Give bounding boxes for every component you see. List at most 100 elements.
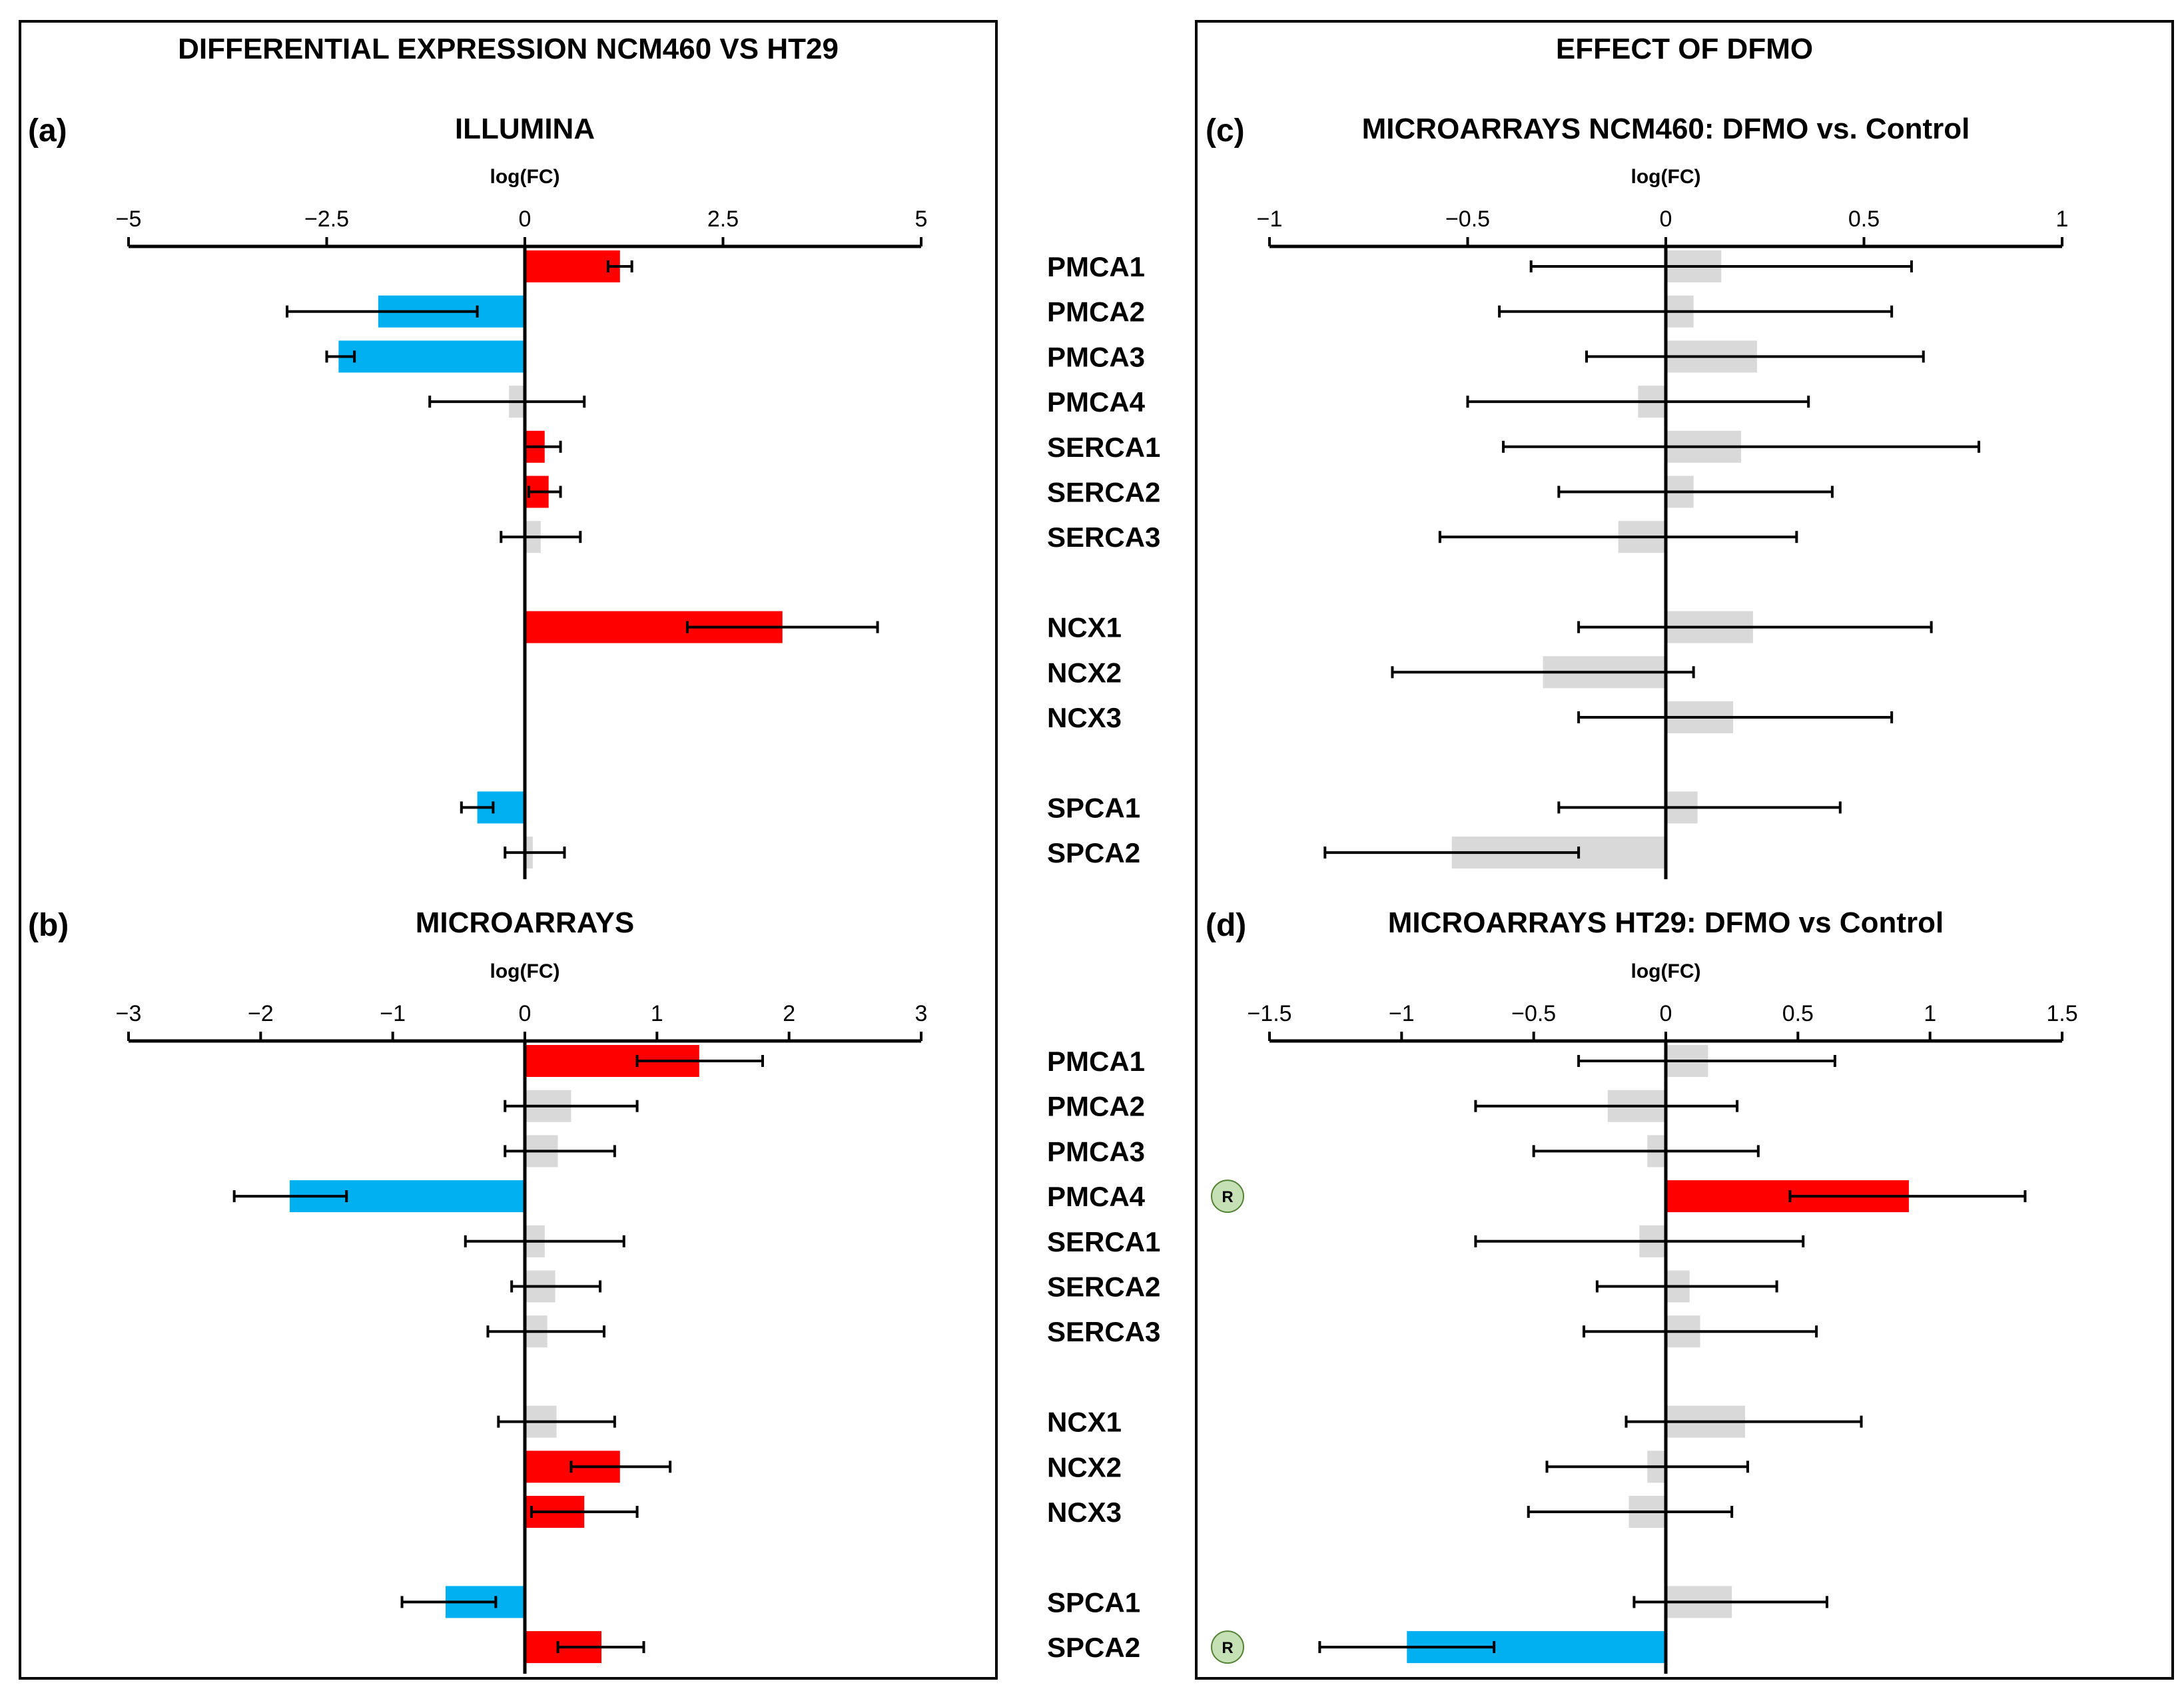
error-bar-pmca1 [1529, 260, 1913, 272]
right-group-title: EFFECT OF DFMO [1556, 33, 1813, 65]
error-bar-pmca2 [1474, 1100, 1739, 1112]
x-tick-label: 0 [519, 206, 532, 232]
category-label: SPCA2 [1047, 837, 1140, 868]
error-bar-ncx2 [1391, 666, 1695, 679]
error-bar-pmca3 [325, 350, 356, 363]
error-bar-spca2 [1323, 846, 1581, 859]
error-bar-serca2 [1557, 486, 1834, 498]
x-tick-label: −1 [1389, 1001, 1415, 1026]
category-label: SPCA1 [1047, 792, 1140, 823]
category-label: NCX1 [1047, 1407, 1122, 1438]
error-bar-serca2 [510, 1280, 602, 1293]
r-badge-label: R [1222, 1188, 1233, 1206]
category-label: PMCA3 [1047, 341, 1145, 372]
r-badge-label: R [1222, 1639, 1233, 1657]
category-label: PMCA1 [1047, 251, 1145, 282]
category-label: SPCA1 [1047, 1586, 1140, 1618]
category-label: SERCA3 [1047, 1316, 1160, 1347]
panel-letter: (d) [1206, 908, 1246, 943]
category-label: PMCA4 [1047, 386, 1146, 418]
panel-letter: (c) [1206, 113, 1245, 149]
error-bar-spca2 [504, 846, 566, 859]
error-bar-serca2 [527, 486, 562, 498]
error-bar-ncx3 [530, 1506, 639, 1518]
error-bar-serca3 [486, 1325, 605, 1338]
chart-3: (d) MICROARRAYS HT29: DFMO vs Control log(… [1047, 906, 2078, 1674]
error-bar-pmca4 [428, 396, 586, 408]
bar-pmca1 [525, 250, 620, 282]
x-tick-label: −3 [116, 1001, 142, 1026]
x-tick-label: 0 [1660, 1001, 1672, 1026]
error-bar-pmca4 [232, 1190, 348, 1203]
r-badge: R [1211, 1180, 1244, 1213]
category-label: SERCA3 [1047, 521, 1160, 553]
error-bar-ncx1 [685, 621, 879, 633]
x-tick-label: −1 [380, 1001, 406, 1026]
error-bar-ncx2 [569, 1461, 672, 1473]
error-bar-serca1 [1502, 440, 1981, 453]
category-label: SERCA2 [1047, 1271, 1160, 1303]
panel-title: MICROARRAYS [416, 906, 634, 939]
x-axis-label: log(FC) [1631, 960, 1701, 982]
error-bar-pmca4 [1788, 1190, 2027, 1203]
x-tick-label: −5 [116, 206, 142, 232]
x-tick-label: 5 [915, 206, 928, 232]
chart-panels: (a) ILLUMINA log(FC) −5 −2.5 0 2.5 5 (b) MICROARR… [28, 113, 2078, 1674]
x-tick-label: 3 [915, 1001, 928, 1026]
x-tick-label: 2 [783, 1001, 795, 1026]
error-bar-ncx1 [1577, 621, 1933, 633]
category-label: NCX1 [1047, 612, 1122, 643]
error-bar-pmca3 [1585, 350, 1925, 363]
category-label: PMCA2 [1047, 296, 1145, 328]
error-bar-pmca1 [1577, 1055, 1836, 1067]
panel-title: ILLUMINA [455, 113, 595, 145]
error-bar-ncx1 [1625, 1415, 1863, 1428]
error-bar-spca1 [460, 801, 495, 814]
right-frame [1195, 20, 2174, 1680]
chart-2: (c) MICROARRAYS NCM460: DFMO vs. Control l… [1047, 113, 2068, 880]
error-bar-ncx3 [1577, 711, 1894, 723]
error-bar-serca3 [1583, 1325, 1818, 1338]
category-label: PMCA3 [1047, 1136, 1145, 1167]
r-badge: R [1211, 1630, 1244, 1664]
error-bar-pmca1 [635, 1055, 764, 1067]
category-label: NCX3 [1047, 702, 1122, 733]
panel-title: MICROARRAYS NCM460: DFMO vs. Control [1362, 113, 1970, 145]
chart-1: (b) MICROARRAYS log(FC) −3 −2 −1 0 1 2 3 [28, 906, 927, 1674]
x-tick-label: 0 [519, 1001, 532, 1026]
x-tick-label: 0 [1660, 206, 1672, 232]
x-axis-label: log(FC) [1631, 166, 1701, 188]
x-tick-label: −2.5 [304, 206, 349, 232]
x-tick-label: −0.5 [1445, 206, 1490, 232]
error-bar-spca1 [400, 1596, 498, 1608]
error-bar-serca1 [524, 440, 562, 453]
error-bar-pmca2 [286, 305, 479, 318]
error-bar-spca2 [556, 1641, 645, 1654]
error-bar-serca3 [500, 531, 582, 543]
category-label: SERCA2 [1047, 477, 1160, 508]
error-bar-pmca1 [606, 260, 633, 272]
chart-0: (a) ILLUMINA log(FC) −5 −2.5 0 2.5 5 [28, 113, 928, 880]
panel-letter: (a) [28, 113, 67, 149]
error-bar-pmca2 [1498, 305, 1894, 318]
x-tick-label: 1 [651, 1001, 663, 1026]
x-tick-label: 0.5 [1782, 1001, 1814, 1026]
error-bar-pmca3 [1532, 1145, 1760, 1158]
error-bar-spca1 [1557, 801, 1842, 814]
error-bar-ncx3 [1527, 1506, 1734, 1518]
category-label: SERCA1 [1047, 1226, 1160, 1257]
x-tick-label: −1 [1257, 206, 1283, 232]
x-tick-label: 1.5 [2046, 1001, 2077, 1026]
x-tick-label: −0.5 [1511, 1001, 1556, 1026]
r-badge-circle [1211, 1630, 1244, 1664]
error-bar-serca1 [464, 1235, 625, 1247]
x-tick-label: −1.5 [1247, 1001, 1291, 1026]
panel-title: MICROARRAYS HT29: DFMO vs Control [1388, 906, 1944, 939]
x-tick-label: 0.5 [1848, 206, 1880, 232]
x-tick-label: 1 [1924, 1001, 1936, 1026]
left-group-title: DIFFERENTIAL EXPRESSION NCM460 VS HT29 [178, 33, 839, 65]
error-bar-pmca4 [1466, 396, 1810, 408]
category-label: SPCA2 [1047, 1632, 1140, 1663]
error-bar-serca1 [1474, 1235, 1805, 1247]
